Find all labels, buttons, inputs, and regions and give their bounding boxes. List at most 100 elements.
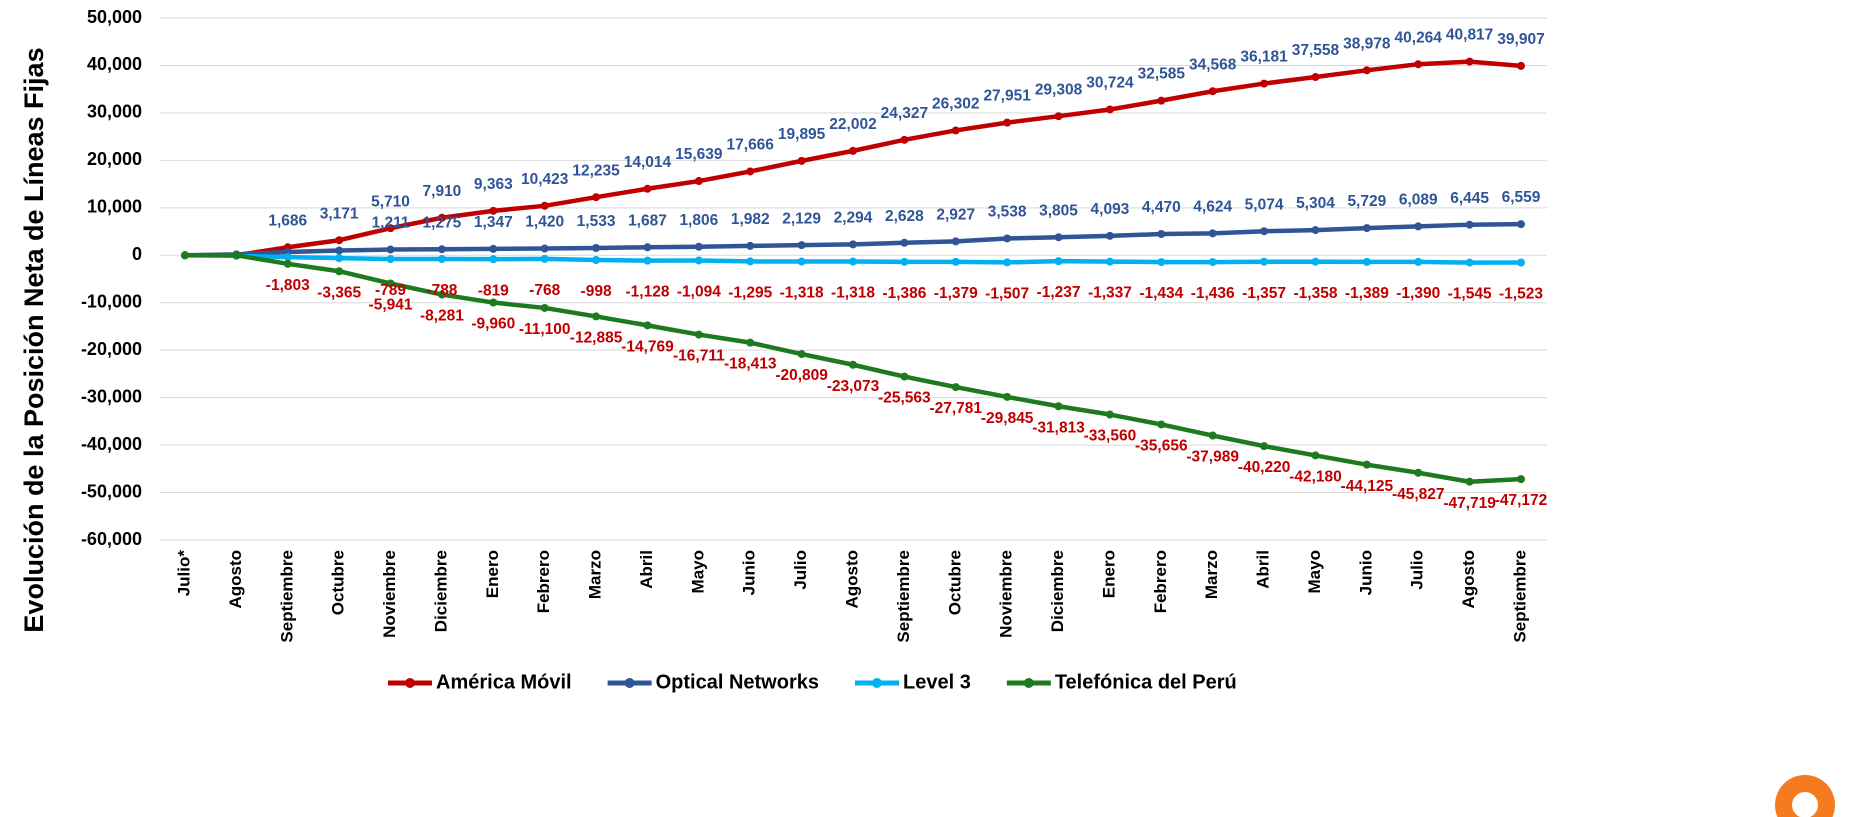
data-label: 40,264 [1395,29,1443,46]
data-label: 1,686 [268,212,307,229]
point [540,303,549,312]
legend-marker [872,678,882,688]
data-label: 29,308 [1035,81,1083,98]
data-label: -42,180 [1289,469,1342,486]
data-label: -20,809 [775,367,828,384]
legend-marker [624,678,635,688]
data-label: -1,386 [882,285,926,302]
x-tick-label: Septiembre [1510,550,1529,643]
point [694,256,703,265]
data-label: -998 [581,283,612,300]
point [540,201,549,210]
data-label: 2,927 [936,206,975,223]
point [1311,451,1320,460]
point [283,253,292,262]
point [643,321,652,330]
point [1260,257,1269,266]
data-label: -788 [426,282,457,299]
point [1362,257,1371,266]
x-tick-label: Febrero [1151,550,1170,613]
point [643,256,652,265]
point [1517,258,1525,267]
point [1054,112,1063,121]
data-label: -1,545 [1448,286,1492,303]
data-label: 1,806 [679,212,718,229]
point [1517,475,1525,484]
data-label: -14,769 [621,338,674,355]
x-tick-label: Mayo [688,550,707,593]
point [951,126,960,135]
x-tick-label: Agosto [1459,550,1478,609]
data-label: -1,390 [1396,285,1440,302]
data-label: -29,845 [981,410,1034,427]
data-label: -1,237 [1037,284,1081,301]
data-label: -45,827 [1392,486,1445,503]
x-tick-label: Octubre [945,550,964,615]
y-axis-title: Evolución de la Posición Neta de Líneas … [19,47,49,632]
x-tick-label: Marzo [586,550,605,599]
data-label: -44,125 [1341,478,1394,495]
point [540,244,549,253]
point [1157,420,1166,429]
data-label: -1,094 [677,284,721,301]
data-label: -18,413 [724,356,777,373]
data-label: 2,129 [782,210,821,227]
point [1414,257,1423,266]
point [181,251,189,260]
data-label: 37,558 [1292,42,1340,59]
point [386,245,395,254]
y-tick-label: -30,000 [81,386,142,406]
y-tick-label: 20,000 [87,149,142,169]
point [694,242,703,251]
data-label: -1,434 [1139,285,1183,302]
x-tick-label: Agosto [226,550,245,609]
point [900,372,909,381]
data-label: -31,813 [1032,419,1085,436]
point [1414,60,1423,69]
point [694,330,703,339]
point [437,290,446,299]
y-tick-label: 40,000 [87,54,142,74]
point [1362,224,1371,233]
point [1362,460,1371,469]
x-tick-label: Diciembre [1048,550,1067,632]
point [849,146,857,155]
data-label: -33,560 [1084,428,1137,445]
legend-label: América Móvil [436,671,572,693]
point [1465,57,1474,66]
point [1157,230,1166,239]
x-tick-label: Diciembre [431,550,450,632]
data-label: 3,538 [988,204,1027,221]
data-label: 5,710 [371,193,410,210]
data-label: 4,093 [1091,201,1130,218]
data-label: -1,318 [831,285,875,302]
point [1414,468,1423,477]
data-label: -25,563 [878,390,931,407]
data-label: 4,470 [1142,199,1181,216]
y-tick-label: 50,000 [87,7,142,27]
x-tick-label: Enero [1099,550,1118,598]
point [232,251,241,260]
x-tick-label: Marzo [1202,550,1221,599]
point [489,255,498,264]
point [797,241,806,250]
point [1105,231,1114,240]
legend-marker [1023,678,1034,688]
point [1105,257,1114,266]
data-label: 6,559 [1502,189,1541,206]
point [1054,233,1063,242]
point [1311,226,1320,235]
point [437,213,446,222]
data-label: 1,420 [525,214,564,231]
data-label: 26,302 [932,96,979,113]
data-label: 3,171 [320,205,359,222]
x-tick-label: Noviembre [997,550,1016,638]
data-label: 5,729 [1347,193,1386,210]
point [592,243,601,252]
data-label: -1,337 [1088,285,1132,302]
data-label: 1,275 [423,214,462,231]
data-label: -35,656 [1135,438,1188,455]
point [1414,222,1423,231]
point [1054,257,1063,266]
point [386,255,395,264]
